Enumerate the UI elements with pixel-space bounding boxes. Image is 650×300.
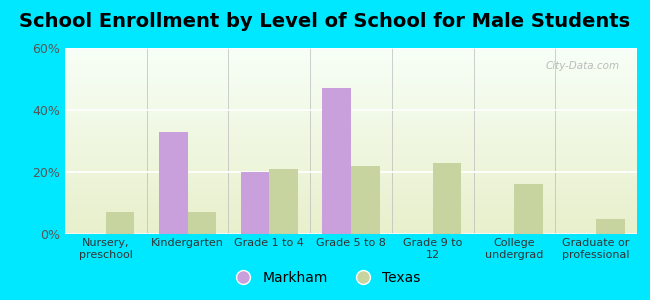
Text: City-Data.com: City-Data.com <box>546 61 620 71</box>
Bar <box>596 218 625 234</box>
Bar <box>269 169 298 234</box>
Legend: Markham, Texas: Markham, Texas <box>224 265 426 290</box>
Bar <box>106 212 135 234</box>
Bar <box>433 163 462 234</box>
Bar <box>351 166 380 234</box>
Bar <box>188 212 216 234</box>
Bar <box>240 172 269 234</box>
Bar <box>159 132 188 234</box>
Bar <box>322 88 351 234</box>
Bar <box>514 184 543 234</box>
Text: School Enrollment by Level of School for Male Students: School Enrollment by Level of School for… <box>20 12 630 31</box>
